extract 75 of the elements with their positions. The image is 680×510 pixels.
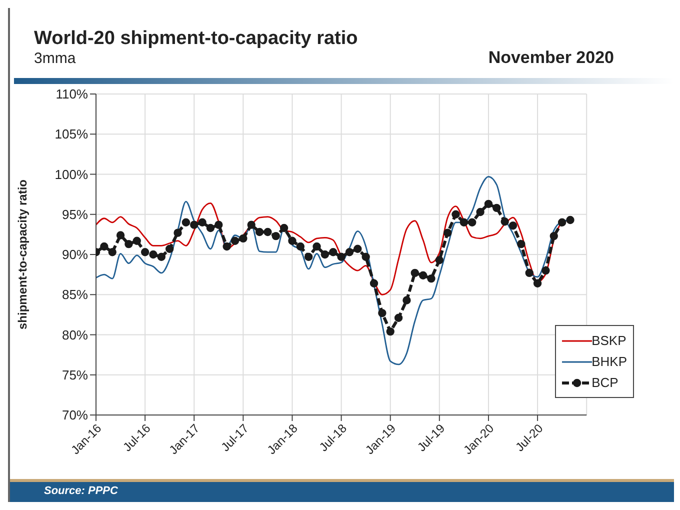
legend-label: BHKP (592, 354, 627, 369)
point (198, 218, 206, 226)
point (222, 242, 231, 251)
point (272, 232, 280, 240)
point (140, 248, 150, 256)
y-tick-label: 75% (62, 367, 88, 382)
point (427, 274, 436, 283)
point (468, 218, 476, 226)
point (484, 200, 493, 208)
y-axis-title: shipment-to-capacity ratio (15, 179, 30, 330)
point (476, 208, 484, 216)
point (386, 327, 394, 336)
point (165, 244, 174, 253)
point (418, 271, 428, 280)
point (435, 256, 444, 264)
y-tick-label: 80% (62, 327, 88, 342)
point (255, 228, 264, 236)
point (362, 252, 370, 262)
legend-label: BCP (592, 375, 618, 390)
point (402, 296, 411, 304)
point (312, 242, 321, 251)
point (296, 242, 305, 251)
y-tick-label: 85% (62, 287, 88, 302)
point (288, 236, 296, 245)
point (460, 218, 468, 226)
point (280, 224, 288, 232)
point (492, 204, 501, 212)
point (182, 218, 190, 226)
point (264, 228, 272, 236)
point (116, 231, 125, 240)
point (558, 218, 566, 226)
point (410, 268, 419, 278)
point (354, 244, 362, 253)
y-tick-label: 100% (54, 166, 88, 182)
point (337, 252, 346, 262)
point (452, 210, 460, 218)
point (214, 220, 223, 229)
y-tick-label: 90% (62, 247, 88, 262)
point (443, 228, 452, 237)
point (206, 224, 215, 232)
y-tick-label: 105% (54, 126, 88, 142)
point (230, 236, 240, 245)
point (517, 240, 526, 248)
text: November 2020 (488, 48, 614, 68)
chart-title: World-20 shipment-to-capacity ratio (34, 28, 358, 50)
point (508, 222, 518, 230)
point (370, 279, 378, 288)
point (329, 248, 338, 256)
point (108, 248, 116, 256)
point (320, 250, 330, 259)
y-tick-label: 110% (56, 86, 88, 102)
point (345, 248, 354, 256)
point (157, 252, 166, 262)
point (378, 308, 386, 318)
legend-label: BSKP (592, 333, 626, 348)
point (190, 220, 198, 229)
point (132, 236, 141, 245)
point (124, 240, 133, 248)
point (500, 218, 509, 226)
point (149, 250, 158, 259)
point (525, 268, 534, 278)
point (566, 216, 574, 224)
point (542, 266, 550, 275)
point (174, 228, 182, 237)
y-tick-label: 95% (62, 206, 88, 222)
point (247, 220, 256, 229)
chart-subtitle: 3mma (34, 50, 76, 67)
source-note: Source: PPPC (44, 485, 118, 497)
point (239, 234, 248, 243)
point (100, 242, 108, 251)
point (394, 314, 403, 322)
point (304, 252, 313, 262)
point (533, 279, 542, 288)
point (550, 232, 558, 240)
y-tick-label: 70% (62, 408, 88, 423)
